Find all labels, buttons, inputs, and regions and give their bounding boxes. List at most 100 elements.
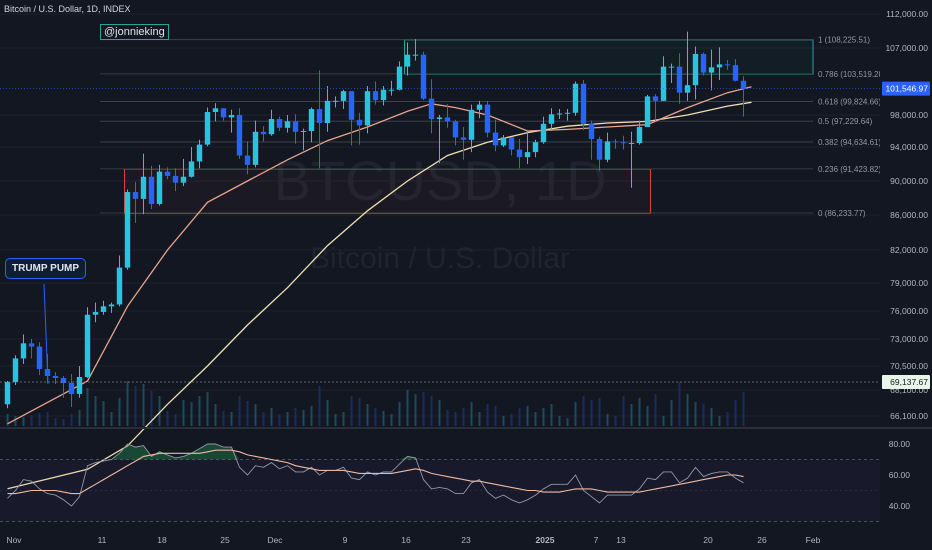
- candle: [548, 108, 555, 131]
- volume-bar: [358, 398, 361, 426]
- volume-bar: [702, 404, 705, 426]
- volume-bar: [198, 396, 201, 426]
- candle: [52, 372, 59, 384]
- volume-bar: [134, 386, 137, 426]
- candle: [244, 141, 251, 175]
- candle-body: [380, 89, 387, 101]
- volume-bar: [326, 400, 329, 426]
- candle: [596, 136, 603, 171]
- candle: [500, 135, 507, 147]
- candle-body: [628, 143, 635, 144]
- candle-body: [28, 343, 35, 347]
- candle: [540, 116, 547, 144]
- time-tick: 11: [98, 535, 107, 545]
- candle: [252, 120, 259, 168]
- price-tick: 90,000.00: [890, 176, 928, 186]
- volume-bar: [718, 416, 721, 426]
- volume-bar: [238, 396, 241, 426]
- volume-bar: [574, 402, 577, 426]
- time-tick: Nov: [6, 535, 22, 545]
- volume-bar: [430, 396, 433, 426]
- candle-body: [172, 175, 179, 183]
- candle-body: [476, 104, 483, 110]
- volume-bar: [262, 412, 265, 426]
- candle: [476, 100, 483, 119]
- volume-bar: [502, 416, 505, 426]
- candle: [212, 103, 219, 122]
- volume-bar: [438, 400, 441, 426]
- candle: [4, 381, 11, 409]
- volume-bar: [678, 382, 681, 426]
- candle-body: [612, 141, 619, 143]
- volume-bar: [46, 412, 49, 426]
- candle: [316, 70, 323, 169]
- fib-label: 0.236 (91,423.82): [818, 165, 881, 174]
- candle-body: [524, 152, 531, 158]
- candle-body: [508, 137, 515, 150]
- candle-body: [684, 85, 691, 93]
- fib-label: 0.618 (99,824.66): [818, 97, 881, 106]
- candle-body: [180, 176, 187, 183]
- candle-body: [156, 171, 163, 204]
- volume-bar: [70, 414, 73, 426]
- volume-bar: [62, 419, 65, 426]
- rsi-axis-bg: [880, 430, 932, 520]
- candle-body: [116, 267, 123, 305]
- volume-bar: [278, 414, 281, 426]
- price-tick: 76,000.00: [890, 306, 928, 316]
- candle-body: [468, 109, 475, 140]
- candle: [364, 85, 371, 134]
- candle-body: [420, 54, 427, 99]
- time-tick: 23: [461, 535, 471, 545]
- volume-bar: [350, 396, 353, 426]
- trump-pump-annotation: TRUMP PUMP: [5, 258, 87, 279]
- candle: [116, 255, 123, 307]
- candle-body: [4, 382, 11, 405]
- volume-bar: [206, 392, 209, 426]
- candle: [300, 128, 307, 151]
- candle: [412, 39, 419, 61]
- volume-bar: [582, 396, 585, 426]
- candle-body: [316, 109, 323, 123]
- candle-body: [396, 66, 403, 90]
- candle-body: [676, 66, 683, 93]
- candle: [452, 119, 459, 146]
- volume-bar: [94, 396, 97, 426]
- candle-body: [124, 192, 131, 268]
- volume-bar: [734, 400, 737, 426]
- candle-body: [500, 137, 507, 146]
- volume-bar: [598, 398, 601, 426]
- price-tick: 112,000.00: [886, 9, 928, 19]
- candle: [108, 302, 115, 313]
- candle: [372, 81, 379, 105]
- candle-body: [596, 139, 603, 160]
- volume-bar: [38, 413, 41, 426]
- volume-bar: [150, 391, 153, 426]
- candle-body: [260, 131, 267, 135]
- candle: [228, 109, 235, 133]
- candle-body: [140, 176, 147, 199]
- candle: [716, 47, 723, 81]
- candle-body: [588, 123, 595, 139]
- candle-body: [460, 137, 467, 140]
- price-tick: 66,100.00: [890, 411, 928, 421]
- annotation-pointer: [43, 283, 49, 385]
- level-badge: [882, 375, 930, 389]
- volume-bar: [390, 414, 393, 426]
- price-tick: 73,000.00: [890, 334, 928, 344]
- volume-bar: [374, 408, 377, 426]
- time-tick: 16: [401, 535, 411, 545]
- candle: [340, 89, 347, 110]
- candle: [60, 376, 67, 398]
- candle: [660, 56, 667, 101]
- candle-body: [580, 83, 587, 124]
- candle-body: [604, 141, 611, 160]
- volume-bar: [710, 408, 713, 426]
- candle-body: [548, 114, 555, 124]
- candle-body: [252, 131, 259, 165]
- volume-bar: [654, 394, 657, 426]
- candle-body: [668, 66, 675, 68]
- volume-bar: [270, 408, 273, 426]
- candle: [532, 139, 539, 158]
